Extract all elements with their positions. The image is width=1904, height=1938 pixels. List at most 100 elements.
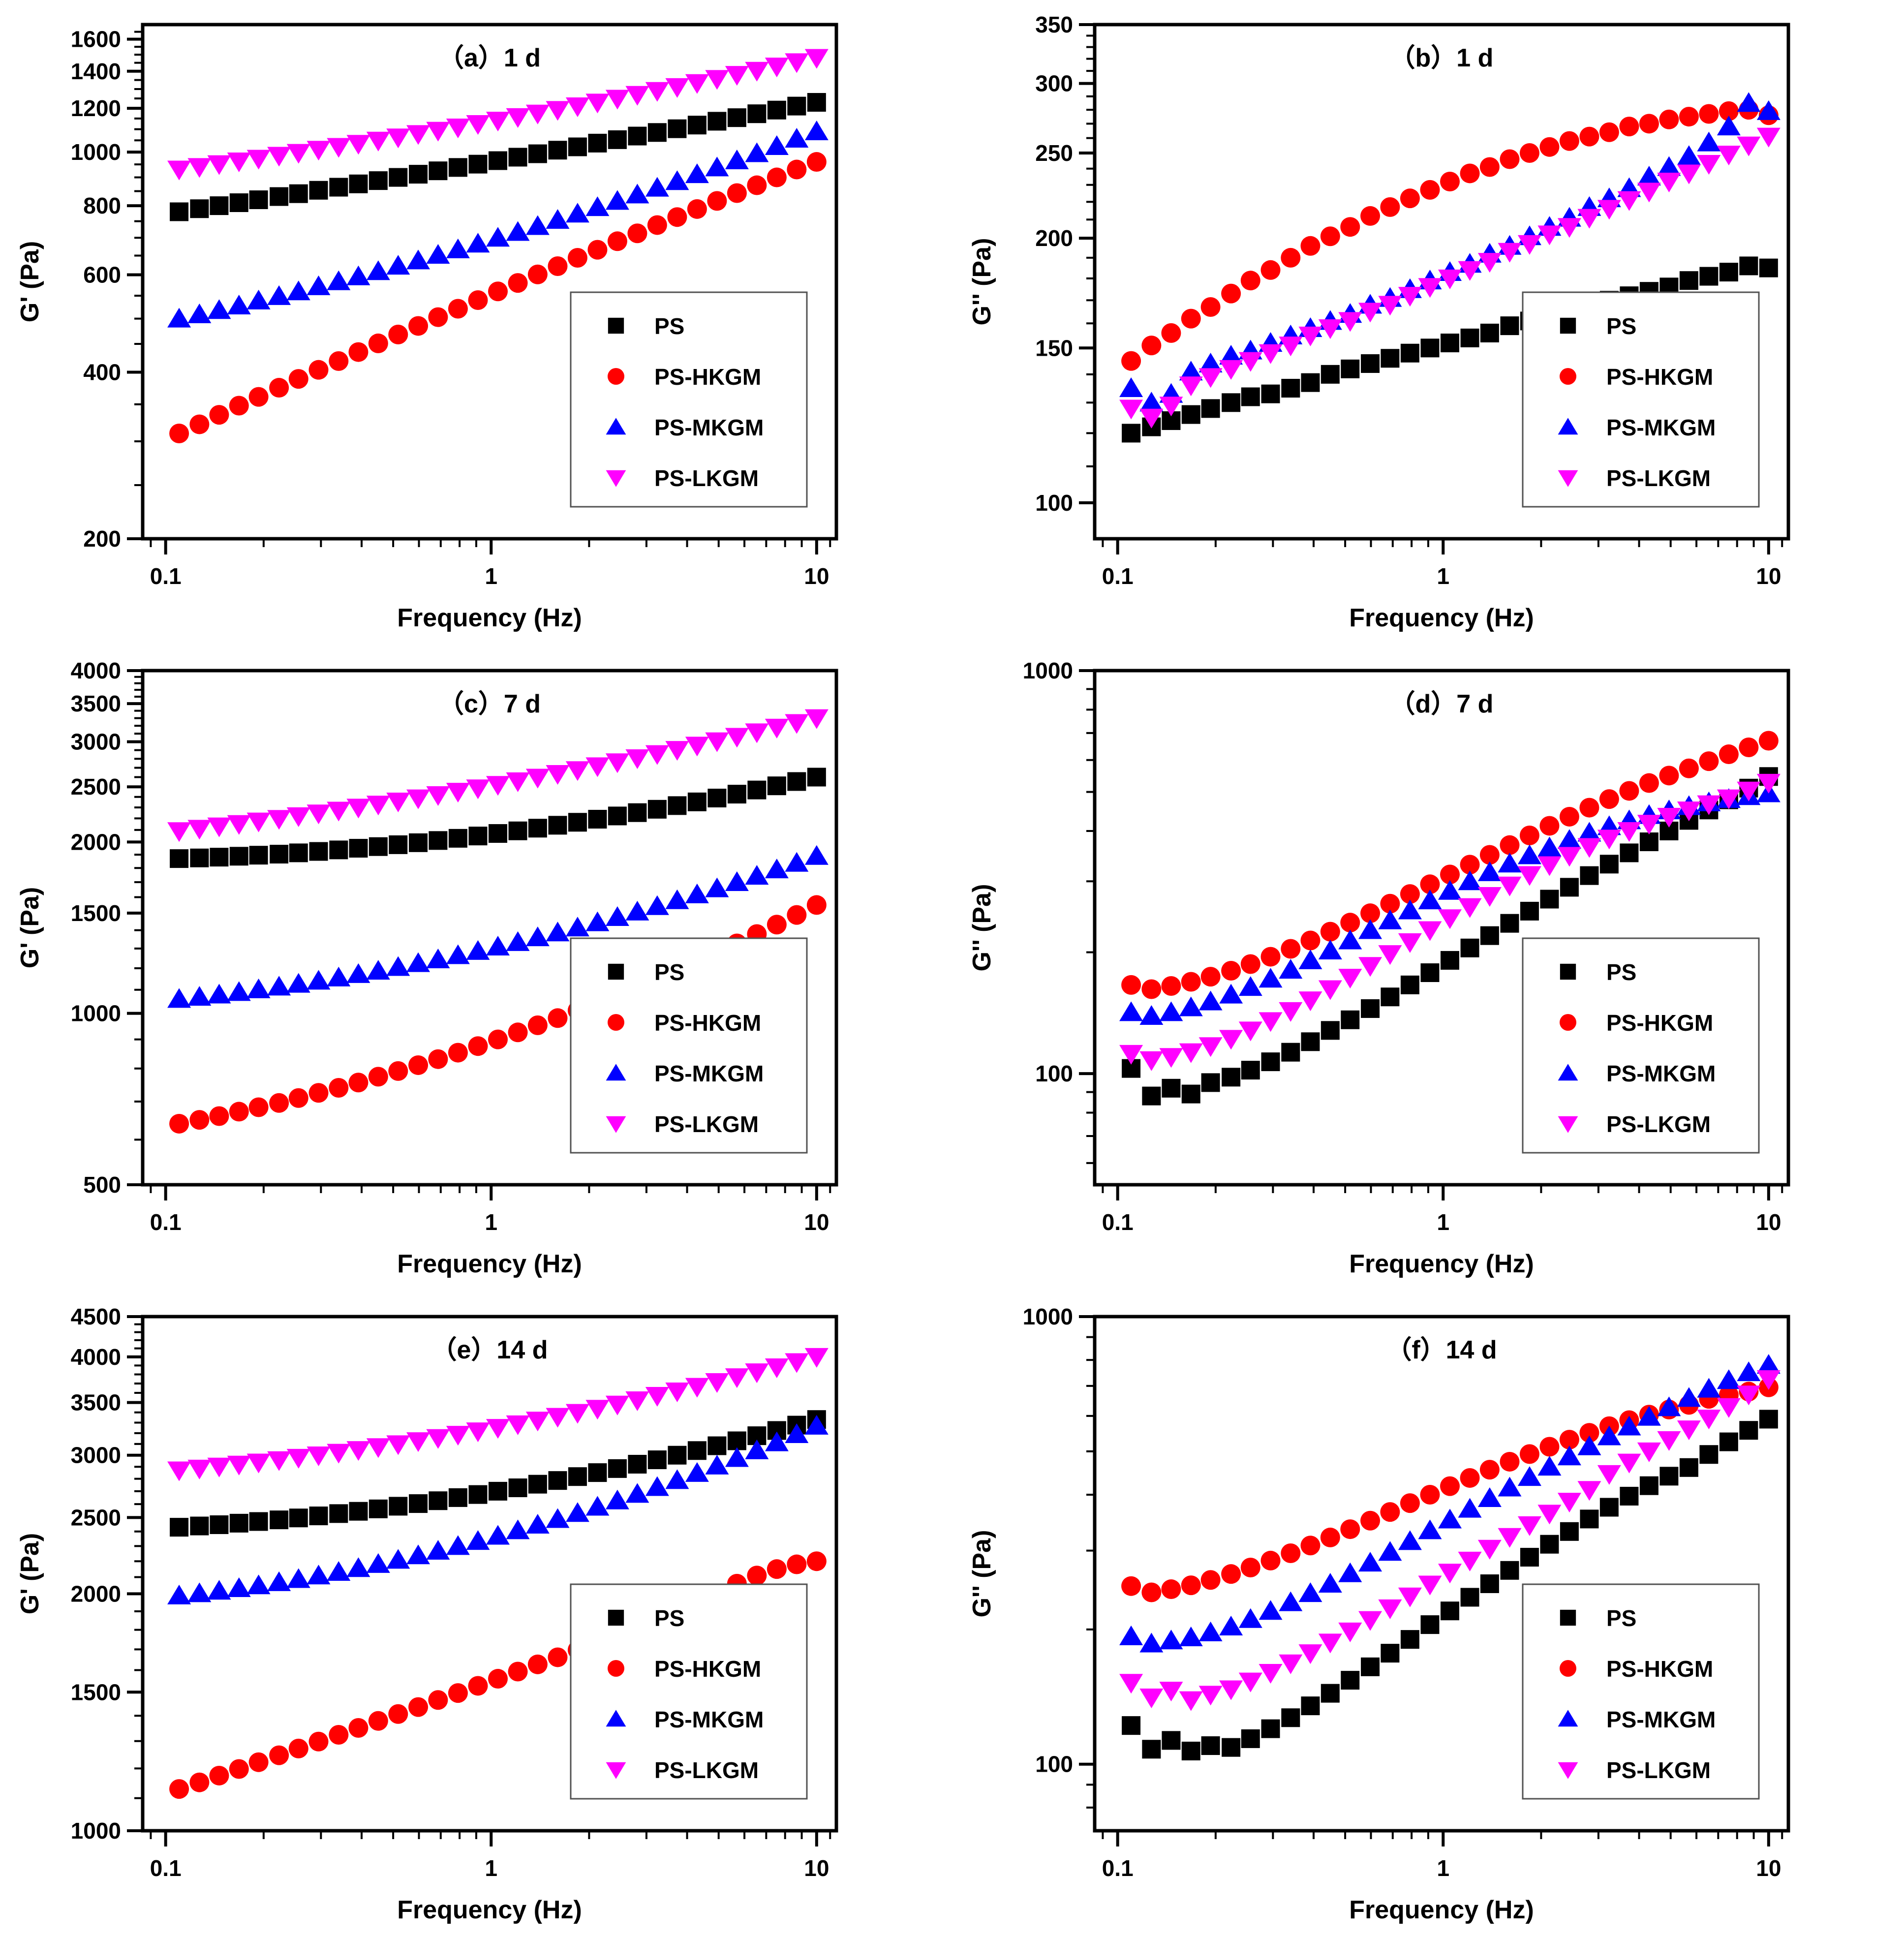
marker-square <box>229 1513 248 1533</box>
marker-triangle-down <box>785 1353 809 1373</box>
marker-square <box>1460 938 1479 957</box>
marker-triangle-up <box>1756 100 1781 120</box>
marker-circle <box>1460 1468 1480 1488</box>
x-tick-label: 1 <box>1437 1209 1449 1235</box>
marker-triangle-up <box>1378 1541 1402 1561</box>
marker-triangle-down <box>1557 847 1581 867</box>
marker-triangle-up <box>207 984 231 1004</box>
marker-square <box>608 317 624 334</box>
marker-triangle-up <box>1298 949 1322 969</box>
marker-circle <box>1221 1564 1241 1584</box>
marker-circle <box>189 1110 210 1130</box>
marker-triangle-up <box>525 1513 550 1534</box>
marker-triangle-down <box>386 1435 410 1455</box>
marker-square <box>1679 1458 1698 1477</box>
marker-triangle-up <box>685 1462 709 1482</box>
marker-triangle-up <box>1577 1435 1601 1455</box>
marker-triangle-up <box>765 135 789 155</box>
marker-triangle-up <box>1438 880 1462 900</box>
marker-triangle-down <box>286 1448 310 1469</box>
marker-triangle-up <box>1139 1632 1164 1653</box>
legend-label: PS-LKGM <box>654 465 759 491</box>
marker-circle <box>408 316 429 336</box>
y-tick-label: 3500 <box>71 691 121 716</box>
x-axis: 0.1 1 10 <box>150 539 831 589</box>
marker-triangle-down <box>1677 801 1701 822</box>
x-tick-label: 1 <box>1437 563 1449 589</box>
marker-triangle-up <box>605 1489 629 1509</box>
marker-triangle-up <box>386 1549 410 1569</box>
marker-circle <box>1539 1437 1560 1457</box>
x-tick-label: 1 <box>485 1855 497 1881</box>
marker-square <box>489 824 508 843</box>
marker-triangle-up <box>685 163 709 184</box>
marker-triangle-down <box>1498 876 1522 896</box>
marker-circle <box>468 290 488 310</box>
marker-circle <box>1479 845 1500 865</box>
x-axis-label: Frequency (Hz) <box>1349 1896 1534 1924</box>
marker-triangle-up <box>366 1553 390 1573</box>
chart-panel-e: 0.1 1 10 1000 1500 2000 2500 3000 3500 4000 4500 （e… <box>16 1304 838 1924</box>
marker-square <box>270 845 289 864</box>
marker-triangle-up <box>1219 1615 1243 1635</box>
marker-triangle-down <box>625 749 649 769</box>
marker-circle <box>448 299 468 319</box>
marker-triangle-up <box>466 1530 490 1550</box>
marker-triangle-up <box>307 275 331 295</box>
marker-triangle-up <box>1378 909 1402 929</box>
marker-triangle-down <box>1717 1398 1741 1418</box>
marker-circle <box>527 264 548 284</box>
marker-triangle-down <box>1617 822 1641 842</box>
marker-triangle-down <box>1298 1644 1322 1664</box>
marker-triangle-up <box>1159 1630 1183 1650</box>
marker-triangle-down <box>585 1400 610 1420</box>
marker-circle <box>1639 114 1659 134</box>
marker-circle <box>1200 1570 1221 1590</box>
series-PS-HKGM <box>1121 100 1779 371</box>
marker-triangle-down <box>466 115 490 135</box>
marker-triangle-down <box>1657 172 1681 192</box>
marker-triangle-down <box>1139 408 1164 429</box>
series-PS-HKGM <box>1121 731 1779 999</box>
marker-triangle-up <box>765 859 789 879</box>
panel-d: 0.1 1 10 100 1000 （d）7 d Frequency (Hz) G'' (Pa… <box>952 646 1904 1292</box>
marker-square <box>528 819 547 838</box>
marker-circle <box>209 1106 229 1126</box>
marker-triangle-down <box>466 1422 490 1443</box>
marker-circle <box>1320 922 1340 942</box>
marker-circle <box>527 1015 548 1035</box>
marker-triangle-down <box>466 779 490 800</box>
x-tick-label: 1 <box>485 1209 497 1235</box>
marker-triangle-up <box>606 418 626 435</box>
marker-circle <box>408 1697 429 1717</box>
marker-square <box>1659 1467 1679 1486</box>
marker-triangle-down <box>525 104 550 124</box>
marker-triangle-down <box>1717 146 1741 166</box>
marker-triangle-down <box>1756 1370 1781 1390</box>
marker-circle <box>806 152 827 172</box>
legend: PS PS-HKGM PS-MKGM PS-LKGM <box>1522 291 1760 508</box>
marker-triangle-up <box>267 1571 291 1591</box>
y-axis-label: G'' (Pa) <box>968 884 996 972</box>
marker-triangle-up <box>725 149 749 169</box>
marker-triangle-up <box>1279 959 1303 979</box>
marker-square <box>747 104 767 123</box>
panel-b: 0.1 1 10 100 150 200 250 300 350 （b）1 d Frequency … <box>952 0 1904 646</box>
y-tick-label: 2000 <box>71 1581 121 1606</box>
chart-panel-d: 0.1 1 10 100 1000 （d）7 d Frequency (Hz) G'' (Pa… <box>968 658 1790 1278</box>
marker-circle <box>1281 247 1301 268</box>
marker-triangle-up <box>606 1064 626 1081</box>
marker-circle <box>189 1772 210 1792</box>
marker-triangle-down <box>1537 225 1562 246</box>
marker-circle <box>1181 308 1201 329</box>
marker-triangle-up <box>565 1502 589 1522</box>
marker-triangle-down <box>685 737 709 757</box>
y-tick-label: 300 <box>1035 71 1073 96</box>
marker-circle <box>1420 180 1440 200</box>
marker-triangle-up <box>1558 418 1578 435</box>
marker-triangle-up <box>1597 1425 1621 1446</box>
marker-triangle-up <box>1737 92 1761 112</box>
marker-circle <box>288 1088 308 1108</box>
marker-triangle-up <box>286 1568 310 1588</box>
marker-square <box>1201 1073 1220 1092</box>
